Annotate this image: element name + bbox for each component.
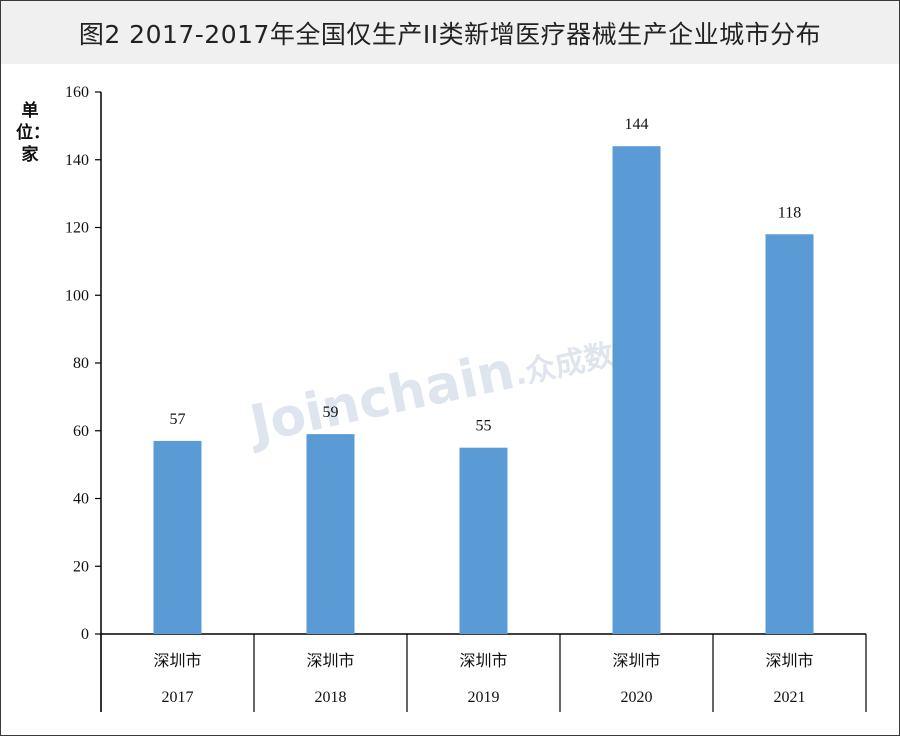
bar (153, 440, 202, 634)
x-category-label: 深圳市 (306, 651, 354, 670)
data-label: 144 (625, 116, 649, 133)
chart-title: 图2 2017-2017年全国仅生产II类新增医疗器械生产企业城市分布 (78, 19, 822, 49)
y-tick-label: 40 (73, 491, 89, 508)
title-bar: 图2 2017-2017年全国仅生产II类新增医疗器械生产企业城市分布 (1, 1, 899, 64)
y-tick-label: 80 (73, 355, 89, 372)
x-year-label: 2017 (162, 689, 194, 706)
x-category-label: 深圳市 (459, 651, 507, 670)
bar (306, 434, 355, 634)
bar (612, 146, 661, 634)
y-tick-label: 0 (81, 626, 89, 643)
axes: 0 20 40 60 80 100 120 140 160 (65, 84, 867, 712)
watermark: Joinchain .众成数科 (242, 331, 647, 456)
bar (459, 447, 508, 634)
y-tick-label: 20 (73, 558, 89, 575)
data-label: 55 (476, 418, 492, 435)
x-year-label: 2018 (315, 689, 347, 706)
y-tick-label: 120 (65, 220, 89, 237)
x-category-label: 深圳市 (612, 651, 660, 670)
y-tick-label: 60 (73, 423, 89, 440)
data-label: 59 (323, 404, 339, 421)
bar (765, 234, 814, 634)
x-year-label: 2021 (774, 689, 806, 706)
x-category-label: 深圳市 (153, 651, 201, 670)
y-tick-label: 160 (65, 84, 89, 101)
x-categories: 深圳市 2017 深圳市 2018 深圳市 2019 深圳市 2020 深圳市 2021 (153, 651, 813, 706)
x-year-label: 2020 (621, 689, 653, 706)
y-axis-label: 单位：家 (16, 101, 50, 165)
x-year-label: 2019 (468, 689, 500, 706)
watermark-brand: Joinchain (242, 341, 519, 456)
x-category-label: 深圳市 (765, 651, 813, 670)
data-labels: 57 59 55 144 118 (170, 116, 802, 434)
bars (153, 146, 814, 634)
data-label: 118 (778, 204, 801, 221)
data-label: 57 (170, 411, 186, 428)
y-tick-label: 140 (65, 152, 89, 169)
y-tick-label: 100 (65, 287, 89, 304)
